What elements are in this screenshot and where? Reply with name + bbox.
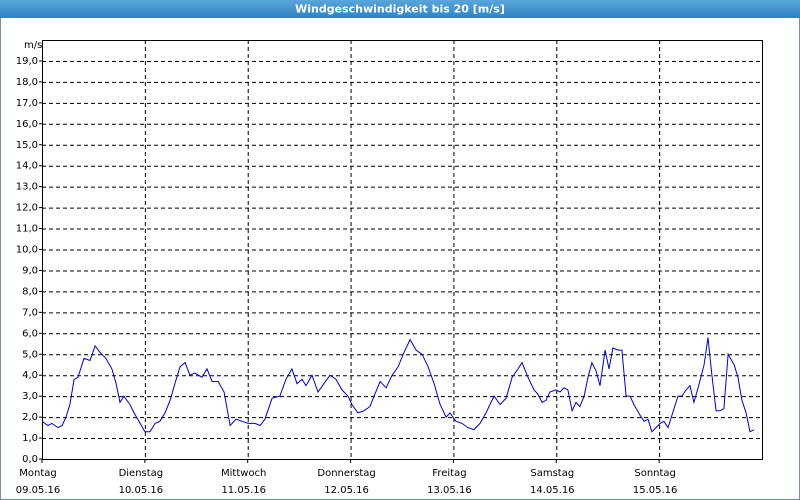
x-tick-date: 09.05.16	[16, 485, 61, 496]
y-tick-label: 7,0	[22, 307, 38, 318]
y-tick-label: 18,0	[16, 77, 38, 88]
y-tick-label: 17,0	[16, 98, 38, 109]
x-tick-label: Donnerstag	[317, 468, 375, 479]
y-tick-label: 1,0	[22, 433, 38, 444]
y-tick-label: 8,0	[22, 286, 38, 297]
y-tick-label: 12,0	[16, 203, 38, 214]
x-tick-label: Mittwoch	[221, 468, 266, 479]
y-tick-label: 0,0	[22, 454, 38, 465]
plot-frame	[42, 40, 763, 460]
y-tick-label: 6,0	[22, 328, 38, 339]
y-tick-label: 5,0	[22, 349, 38, 360]
x-tick-date: 11.05.16	[221, 485, 266, 496]
x-tick-date: 12.05.16	[324, 485, 369, 496]
y-tick-label: 9,0	[22, 265, 38, 276]
x-tick-date: 13.05.16	[427, 485, 472, 496]
x-tick-date: 15.05.16	[633, 485, 678, 496]
y-axis-label: m/s	[24, 40, 42, 51]
y-tick-label: 11,0	[16, 224, 38, 235]
y-tick-label: 2,0	[22, 412, 38, 423]
y-tick-label: 10,0	[16, 245, 38, 256]
y-tick-label: 16,0	[16, 119, 38, 130]
x-tick-label: Montag	[19, 468, 56, 479]
data-line	[41, 337, 755, 433]
y-tick-label: 13,0	[16, 182, 38, 193]
x-tick-date: 10.05.16	[119, 485, 164, 496]
y-tick-label: 14,0	[16, 161, 38, 172]
y-tick-label: 4,0	[22, 370, 38, 381]
x-tick-label: Sonntag	[634, 468, 676, 479]
y-tick-label: 19,0	[16, 56, 38, 67]
y-tick-label: 15,0	[16, 140, 38, 151]
y-tick-label: 3,0	[22, 391, 38, 402]
x-tick-label: Samstag	[530, 468, 574, 479]
x-tick-date: 14.05.16	[530, 485, 575, 496]
chart-title: Windgeschwindigkeit bis 20 [m/s]	[295, 3, 505, 16]
x-tick-label: Dienstag	[119, 468, 164, 479]
title-bar	[0, 0, 800, 18]
x-tick-label: Freitag	[432, 468, 466, 479]
